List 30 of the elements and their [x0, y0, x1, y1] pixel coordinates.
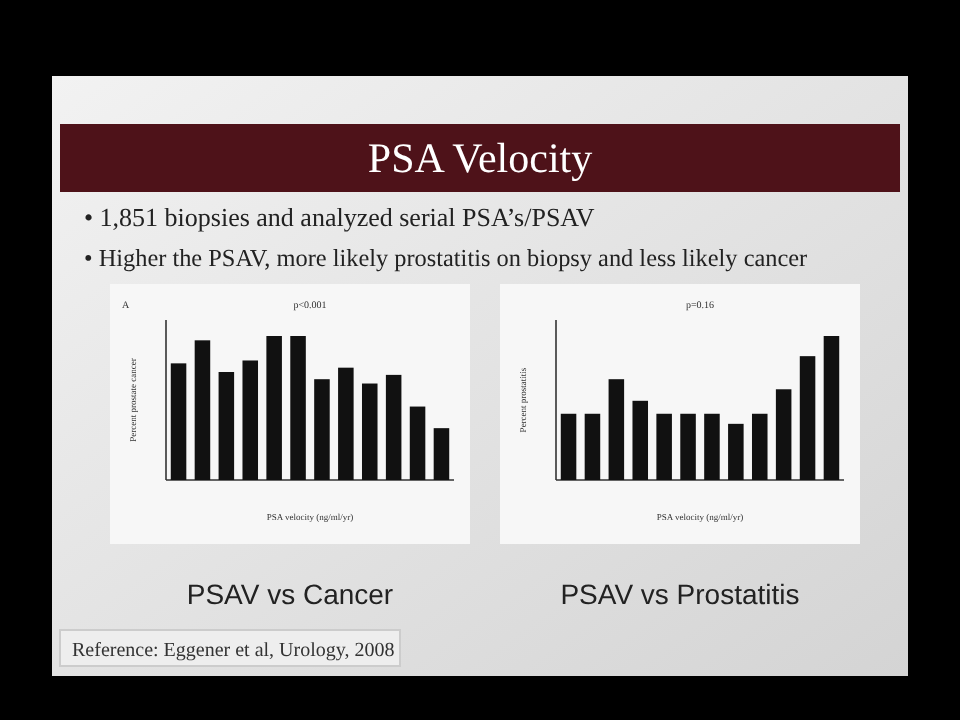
bar: [560, 413, 577, 480]
bar: [314, 379, 330, 480]
bar: [751, 413, 768, 480]
bar: [680, 413, 696, 480]
text: • 1,851 biopsies and analyzed serial PSA’s/PSAV: [84, 202, 596, 232]
bar: [338, 367, 354, 480]
bar: [823, 336, 840, 480]
bar: [433, 428, 450, 480]
text: PSAV vs Cancer: [186, 578, 394, 610]
bar: [361, 383, 378, 480]
bar: [608, 379, 625, 480]
bar: [194, 340, 211, 480]
bar: [704, 413, 720, 480]
bar: [409, 406, 426, 480]
bar: [656, 413, 672, 480]
bar: [728, 423, 744, 480]
text: • Higher the PSAV, more likely prostatitis on biopsy and less likely cancer: [84, 244, 808, 272]
bar: [799, 356, 816, 480]
bar: [266, 336, 282, 480]
text: PSA Velocity: [367, 134, 594, 182]
text: Reference: Eggener et al, Urology, 2008: [72, 640, 395, 662]
bar: [242, 360, 259, 480]
bar: [218, 372, 235, 480]
bar: [385, 374, 402, 480]
bar: [170, 363, 187, 480]
bar: [290, 336, 306, 480]
bar: [584, 413, 601, 480]
text: PSAV vs Prostatitis: [560, 578, 800, 610]
bar: [775, 389, 792, 480]
bar: [632, 400, 649, 480]
